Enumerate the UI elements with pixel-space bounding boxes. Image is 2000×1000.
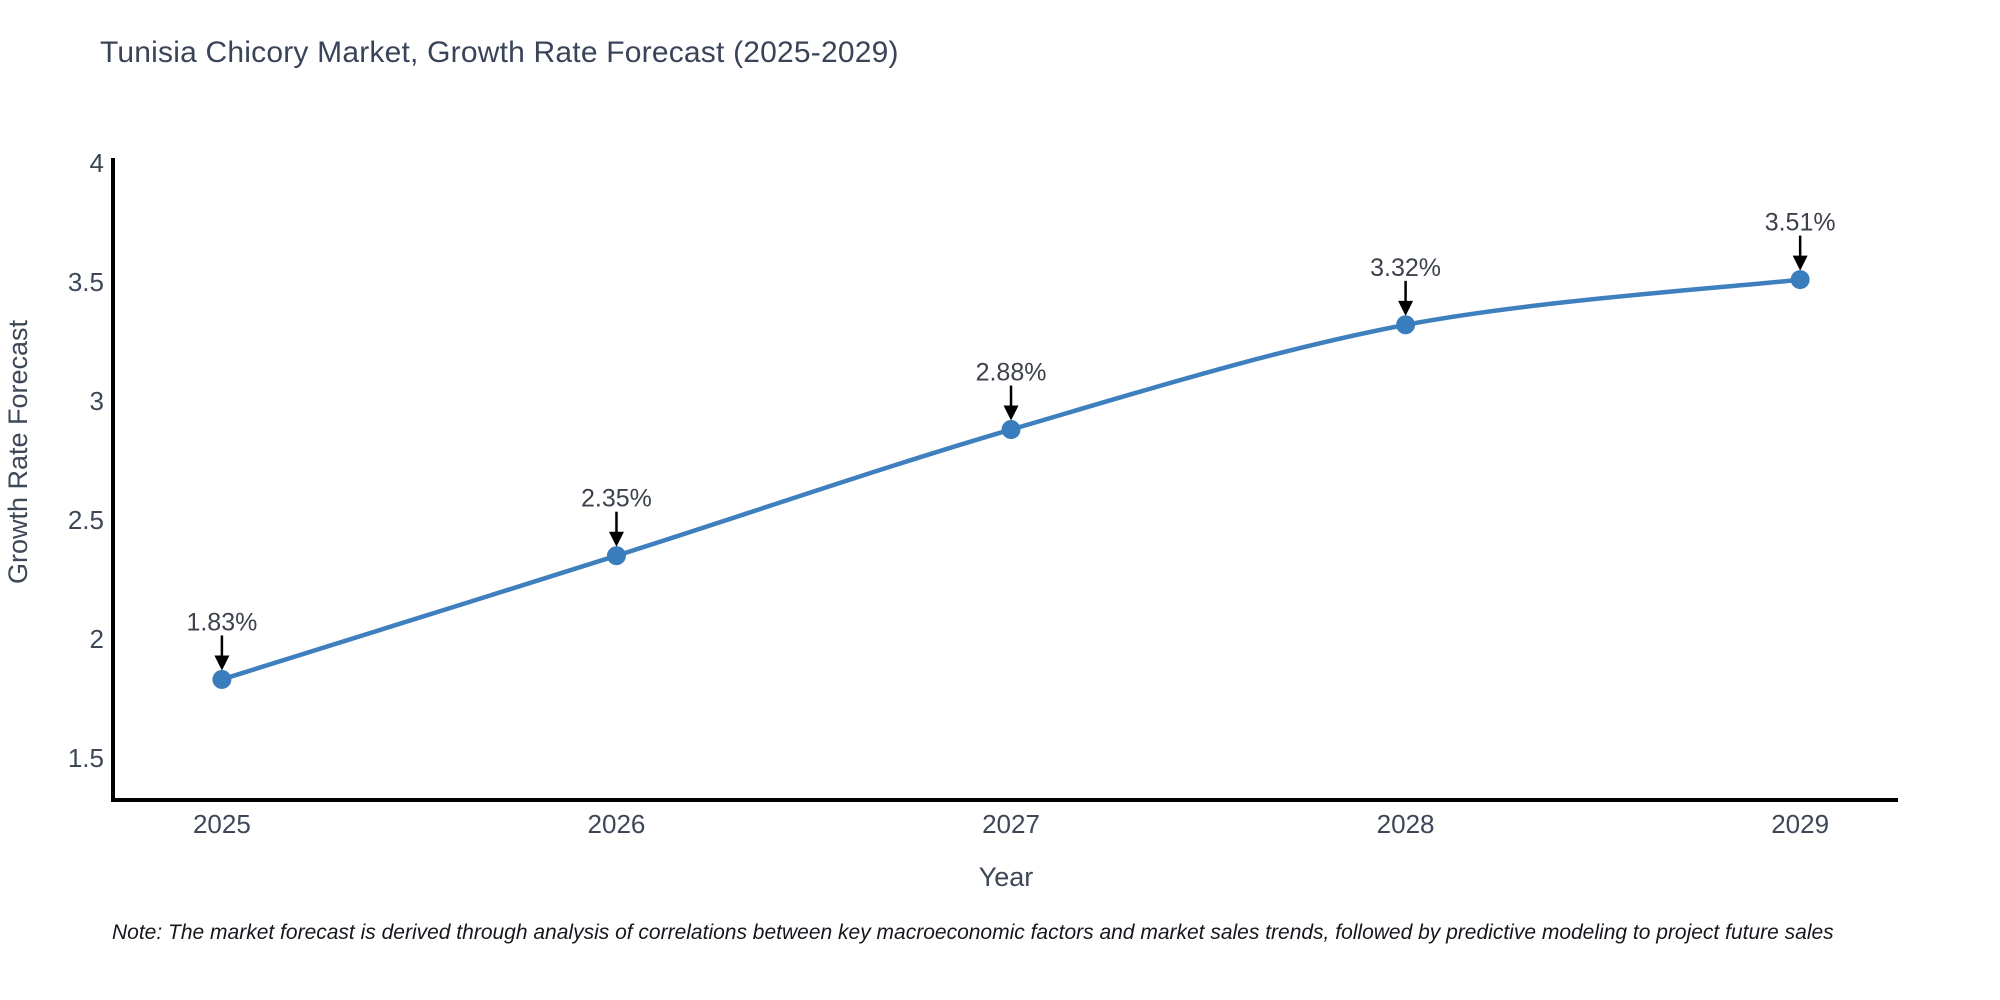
annotation-arrowhead-icon bbox=[1792, 255, 1808, 271]
annotation-arrowhead-icon bbox=[1398, 300, 1414, 316]
data-point-marker bbox=[606, 546, 626, 566]
y-tick-label: 1.5 bbox=[68, 743, 104, 773]
forecast-line bbox=[219, 277, 1803, 682]
footnote: Note: The market forecast is derived thr… bbox=[112, 921, 1834, 944]
chart-title: Tunisia Chicory Market, Growth Rate Fore… bbox=[100, 36, 899, 69]
x-tick-label: 2025 bbox=[193, 809, 251, 839]
data-point-marker bbox=[1001, 420, 1021, 440]
x-tick-label: 2029 bbox=[1771, 809, 1829, 839]
data-point-marker bbox=[212, 669, 232, 689]
data-point-value-label: 2.35% bbox=[581, 485, 652, 513]
data-point-value-label: 1.83% bbox=[186, 608, 257, 636]
y-tick-label: 2.5 bbox=[68, 505, 104, 535]
data-point-marker bbox=[1396, 315, 1416, 335]
y-tick-label: 4 bbox=[90, 148, 104, 178]
x-axis-title: Year bbox=[979, 862, 1034, 892]
annotation-arrowhead-icon bbox=[214, 655, 230, 671]
data-point-marker bbox=[1790, 270, 1810, 290]
data-point-value-label: 2.88% bbox=[976, 359, 1047, 387]
x-tick-label: 2028 bbox=[1377, 809, 1435, 839]
y-tick-label: 3.5 bbox=[68, 267, 104, 297]
y-tick-label: 2 bbox=[90, 624, 104, 654]
x-tick-label: 2026 bbox=[588, 809, 646, 839]
x-tick-label: 2027 bbox=[982, 809, 1040, 839]
y-axis-title: Growth Rate Forecast bbox=[3, 319, 33, 584]
data-point-value-label: 3.32% bbox=[1370, 254, 1441, 282]
data-point-value-label: 3.51% bbox=[1765, 209, 1836, 237]
y-tick-label: 3 bbox=[90, 386, 104, 416]
annotation-arrowhead-icon bbox=[608, 531, 624, 547]
annotation-arrowhead-icon bbox=[1003, 405, 1019, 421]
